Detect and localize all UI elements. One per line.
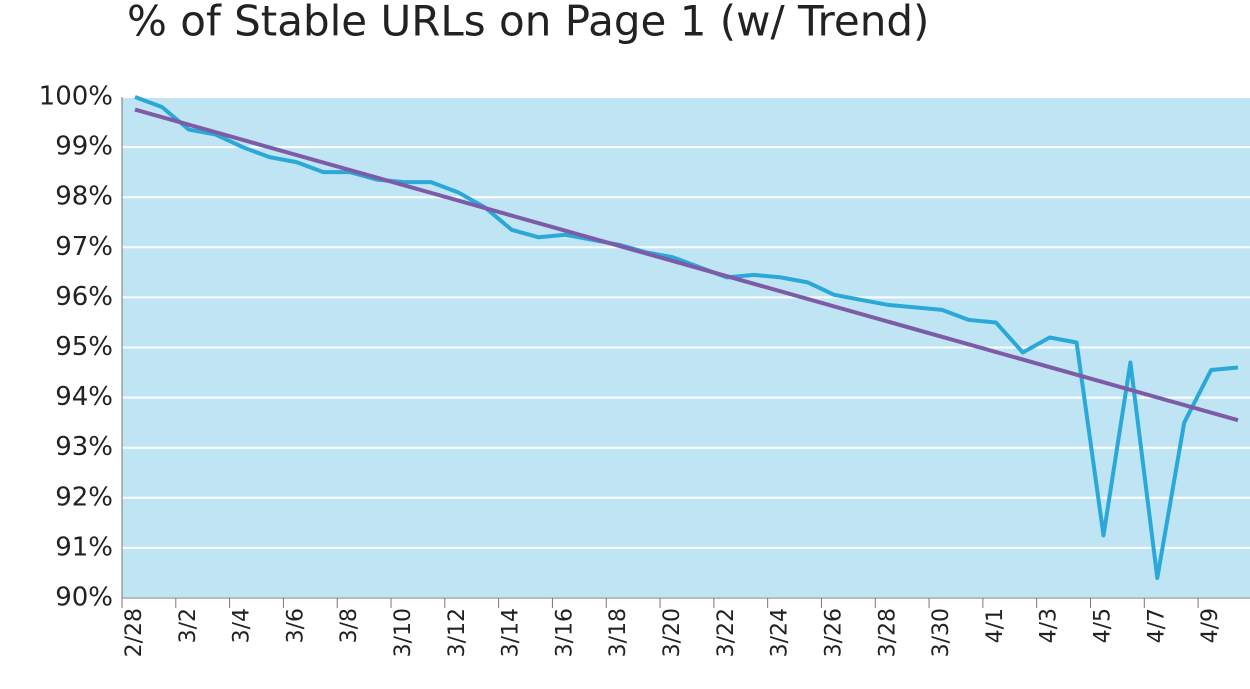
y-tick-label: 90% [55,583,113,613]
x-tick-label: 4/3 [1037,608,1062,643]
x-tick-label: 3/20 [660,608,685,657]
x-tick-label: 4/5 [1090,608,1115,643]
trend-line [134,107,1239,423]
x-tick-label: 3/26 [821,608,846,657]
y-tick-label: 98% [55,182,113,212]
y-tick-label: 91% [55,532,113,562]
x-tick-label: 4/9 [1198,608,1223,643]
x-tick-label: 3/14 [499,608,524,657]
chart-title: % of Stable URLs on Page 1 (w/ Trend) [127,0,929,46]
y-tick-label: 100% [39,82,113,112]
y-tick-label: 92% [55,482,113,512]
x-tick-label: 3/4 [230,608,255,643]
x-tick-label: 4/1 [983,608,1008,643]
y-tick-label: 99% [55,132,113,162]
x-tick-label: 3/24 [768,608,793,657]
x-tick-label: 3/8 [337,608,362,643]
y-tick-label: 95% [55,332,113,362]
x-tick-label: 3/16 [552,608,577,657]
x-tick-label: 4/7 [1144,608,1169,643]
x-tick-label: 2/28 [122,608,147,657]
x-tick-label: 3/2 [176,608,201,643]
x-tick-label: 3/28 [875,608,900,657]
y-tick-label: 97% [55,232,113,262]
x-tick-label: 3/18 [606,608,631,657]
y-tick-label: 96% [55,282,113,312]
x-tick-label: 3/22 [714,608,739,657]
x-tick-label: 3/30 [929,608,954,657]
x-tick-label: 3/12 [445,608,470,657]
data-line [134,95,1239,580]
x-tick-label: 3/6 [283,608,308,643]
y-tick-label: 94% [55,382,113,412]
x-tick-label: 3/10 [391,608,416,657]
y-tick-label: 93% [55,432,113,462]
